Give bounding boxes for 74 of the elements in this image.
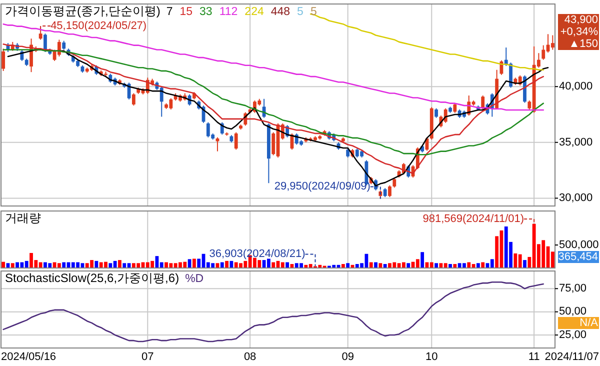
bar [341,264,345,268]
price-tag: 365,454 [558,250,599,263]
bar [192,258,196,268]
candlestick [44,33,47,52]
bar [416,259,420,268]
x-tick-label: 10 [426,350,438,363]
annotation: 981,569(2024/11/01) [422,212,524,225]
bar [230,260,234,268]
price-tag: 43,900 +0,34% ▲150 [558,14,599,50]
x-tick-label: 09 [342,350,354,363]
bar [467,262,471,268]
bar [118,260,122,268]
x-tick-label: 11 [528,350,540,363]
candlestick [57,39,61,57]
bar [280,262,284,268]
candlestick [160,86,164,118]
bar [402,262,406,268]
bar [453,264,457,268]
text: 2024/11/07 [544,350,599,363]
bar [448,264,452,268]
legend-title: 가격이동평균(종가,단순이평) [5,4,160,18]
bar [374,262,378,268]
candlestick [2,48,6,72]
candlestick [388,184,392,198]
bar [272,262,276,268]
candlestick [234,132,238,150]
bar [430,262,434,268]
bar [94,260,98,268]
bar [62,262,66,268]
bar [286,262,290,268]
y-tick-label: 35,000 [559,136,593,148]
candlestick [392,178,396,188]
bar [490,259,494,268]
y-tick-label: 25,00 [559,328,587,341]
bar [225,260,228,268]
candlestick [216,136,220,152]
candlestick [132,92,136,106]
y-tick-label: 30,000 [559,192,593,204]
y-tick-label: 75,00 [559,282,587,295]
bar [10,263,14,268]
candlestick [481,95,485,110]
bar [346,263,350,268]
candlestick [542,44,546,60]
chart-title: StochasticSlow(25,6,가중이평,6) [5,271,180,286]
text: 500,000 [559,238,599,251]
bar [369,262,373,268]
bar [420,252,424,268]
bar [57,263,61,268]
bar [383,264,387,268]
bar [122,263,126,268]
bar [523,260,526,268]
annotation: 29,950(2024/09/09) [274,180,370,193]
legend: %D [185,273,204,286]
bar [378,263,382,268]
annotation: 36,903(2024/08/21) [209,248,306,260]
candlestick [38,28,42,40]
x-tick-label: 07 [142,350,154,363]
candlestick [550,34,554,50]
bar [434,263,438,268]
bar [481,262,485,268]
bar [2,262,6,268]
bar [476,263,480,268]
bar [220,262,224,268]
price-tag: N/A [558,316,599,329]
x-tick-label: 08 [244,350,256,363]
y-tick-label: 50,00 [559,306,587,318]
chart-title: 거래량 [5,211,41,226]
text: 2024/05/16 [1,350,56,363]
candlestick [453,102,457,114]
annotation: 45,150(2024/05/27) [50,20,147,32]
bar [406,263,410,268]
y-tick-label: 40,000 [559,80,593,92]
bar [266,258,270,268]
candlestick [434,108,438,118]
